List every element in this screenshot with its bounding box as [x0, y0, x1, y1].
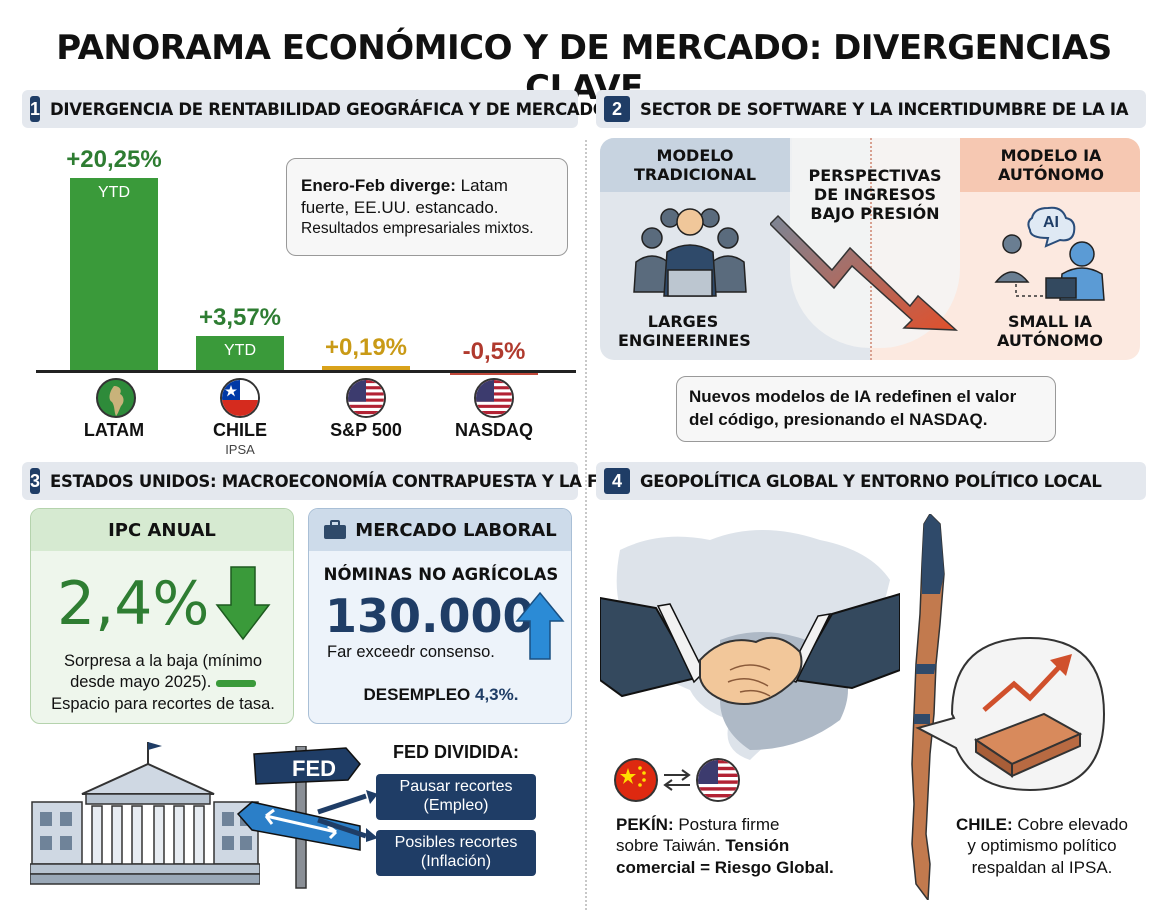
- beijing-text-2: sobre Taiwán.: [616, 836, 726, 856]
- copper-growth-bubble-icon: [915, 636, 1106, 792]
- chile-flag-icon: [220, 378, 260, 418]
- section-number: 4: [604, 468, 630, 494]
- section-title: ESTADOS UNIDOS: MACROECONOMÍA CONTRAPUES…: [50, 471, 623, 491]
- payrolls-value: 130.000: [325, 589, 535, 643]
- connector-arrows-icon: [317, 790, 378, 842]
- chile-text-1: Cobre elevado: [1012, 815, 1128, 834]
- labor-market-card: MERCADO LABORAL NÓMINAS NO AGRÍCOLAS 130…: [308, 508, 572, 724]
- unemployment-row: DESEMPLEO 4,3%.: [309, 685, 571, 705]
- callout-text-2: Resultados empresariales mixtos.: [301, 220, 534, 238]
- ai-comparison-panel: [600, 138, 1140, 360]
- section-title: GEOPOLÍTICA GLOBAL Y ENTORNO POLÍTICO LO…: [640, 471, 1102, 491]
- down-trend-arrow-icon: [770, 214, 959, 331]
- usa-flag-icon: [474, 378, 514, 418]
- bar-s-p-500: [322, 366, 410, 370]
- category-label: S&P 500: [330, 420, 402, 440]
- vertical-divider: [585, 140, 587, 910]
- pause-cuts-label: Pausar recortes: [399, 778, 513, 795]
- ai-callout-box: Nuevos modelos de IA redefinen el valor …: [676, 376, 1056, 442]
- chile-text-3: respaldan al IPSA.: [971, 857, 1113, 877]
- payrolls-subtitle: NÓMINAS NO AGRÍCOLAS: [323, 565, 559, 584]
- section-header-2: 2 SECTOR DE SOFTWARE Y LA INCERTIDUMBRE …: [596, 90, 1146, 128]
- bar-value-label: +3,57%: [198, 304, 282, 332]
- chile-label: CHILE:: [956, 815, 1013, 834]
- section-number: 2: [604, 96, 630, 122]
- possible-cuts-option: Posibles recortes (Inflación): [376, 830, 536, 876]
- federal-reserve-building-icon: [30, 742, 260, 885]
- possible-cuts-label: Posibles recortes: [394, 834, 518, 851]
- page-title: PANORAMA ECONÓMICO Y DE MERCADO: DIVERGE…: [56, 28, 1112, 108]
- usa-flag-icon: [346, 378, 386, 418]
- bar-value-label: +20,25%: [66, 145, 162, 173]
- fed-signpost-icon: [236, 746, 361, 889]
- bar-ytd-tag: YTD: [224, 342, 256, 360]
- down-arrow-icon: [215, 566, 271, 641]
- unemployment-label: DESEMPLEO: [363, 685, 471, 704]
- bar-latam: [70, 177, 158, 370]
- ai-assistant-icon: [994, 206, 1105, 301]
- chile-map-icon: [911, 514, 945, 900]
- revenue-outlook-title: PERSPECTIVAS DE INGRESOS BAJO PRESIÓN: [808, 166, 942, 224]
- up-arrow-icon: [515, 591, 565, 660]
- large-engineering-label: LARGES ENGINEERINES: [618, 312, 751, 351]
- cpi-desc-3: Espacio para recortes de tasa.: [51, 694, 275, 713]
- pause-cuts-option: Pausar recortes (Empleo): [376, 774, 536, 820]
- engineering-team-icon: [633, 208, 747, 297]
- category-label: CHILE: [213, 420, 267, 440]
- beijing-caption: PEKÍN: Postura firme sobre Taiwán. Tensi…: [616, 814, 876, 878]
- cpi-title: IPC ANUAL: [31, 509, 293, 551]
- category-label: LATAM: [83, 420, 145, 440]
- callout-bold: Enero-Feb diverge:: [301, 176, 456, 195]
- cpi-card: IPC ANUAL 2,4% Sorpresa a la baja (mínim…: [30, 508, 294, 724]
- payrolls-note: Far exceedr consenso.: [327, 643, 495, 661]
- green-mark: [215, 679, 256, 687]
- small-ai-label: SMALL IA AUTÓNOMO: [997, 312, 1103, 351]
- section-number: 1: [30, 96, 41, 122]
- bar-value-label: -0,5%: [462, 338, 526, 365]
- section-header-3: 3 ESTADOS UNIDOS: MACROECONOMÍA CONTRAPU…: [22, 462, 623, 500]
- ai-bubble-text: AI: [1043, 214, 1059, 231]
- fed-divided-title: FED DIVIDIDA:: [393, 742, 519, 762]
- beijing-bold-3: comercial = Riesgo Global.: [616, 857, 834, 877]
- section-header-1: 1 DIVERGENCIA DE RENTABILIDAD GEOGRÁFICA…: [22, 90, 607, 128]
- chile-text-2: y optimismo político: [967, 836, 1117, 856]
- cpi-desc-1: Sorpresa a la baja (mínimo: [63, 652, 263, 670]
- chart-baseline: [36, 370, 576, 373]
- cpi-desc-2: desde mayo 2025).: [31, 672, 293, 693]
- category-sublabel: IPSA: [225, 442, 255, 457]
- pause-cuts-reason: (Empleo): [423, 797, 489, 815]
- beijing-bold-2: Tensión: [725, 836, 790, 856]
- exchange-arrows-icon: [663, 769, 691, 791]
- callout-text: Latam fuerte, EE.UU. estancado.: [301, 176, 508, 218]
- section-title: DIVERGENCIA DE RENTABILIDAD GEOGRÁFICA Y…: [50, 99, 607, 119]
- latam-globe-icon: [96, 378, 136, 418]
- labor-title: MERCADO LABORAL: [355, 519, 557, 541]
- briefcase-icon: [324, 520, 347, 539]
- fed-sign-label: FED: [292, 756, 336, 781]
- unemployment-value: 4,3%.: [475, 685, 519, 704]
- category-label: NASDAQ: [454, 420, 533, 440]
- china-flag-icon: [614, 758, 658, 802]
- asia-map-handshake-icon: [600, 530, 900, 760]
- bar-ytd-tag: YTD: [98, 183, 130, 201]
- labor-header: MERCADO LABORAL: [309, 509, 571, 551]
- bar-chile: [196, 336, 284, 370]
- traditional-model-title: MODELO TRADICIONAL: [633, 146, 757, 185]
- possible-cuts-reason: (Inflación): [420, 853, 492, 871]
- callout-box: Enero-Feb diverge: Latam fuerte, EE.UU. …: [286, 158, 568, 256]
- usa-flag-icon: [696, 758, 740, 802]
- chile-caption: CHILE: Cobre elevado y optimismo polític…: [942, 814, 1142, 878]
- section-header-4: 4 GEOPOLÍTICA GLOBAL Y ENTORNO POLÍTICO …: [596, 462, 1146, 500]
- beijing-text-1: Postura firme: [673, 815, 780, 834]
- section-number: 3: [30, 468, 41, 494]
- bar-value-label: +0,19%: [324, 334, 408, 361]
- cpi-desc-2-text: desde mayo 2025).: [70, 673, 212, 692]
- section-title: SECTOR DE SOFTWARE Y LA INCERTIDUMBRE DE…: [640, 99, 1129, 119]
- beijing-label: PEKÍN:: [616, 815, 674, 834]
- ai-model-title: MODELO IA AUTÓNOMO: [998, 146, 1104, 185]
- cpi-value: 2,4%: [57, 569, 210, 639]
